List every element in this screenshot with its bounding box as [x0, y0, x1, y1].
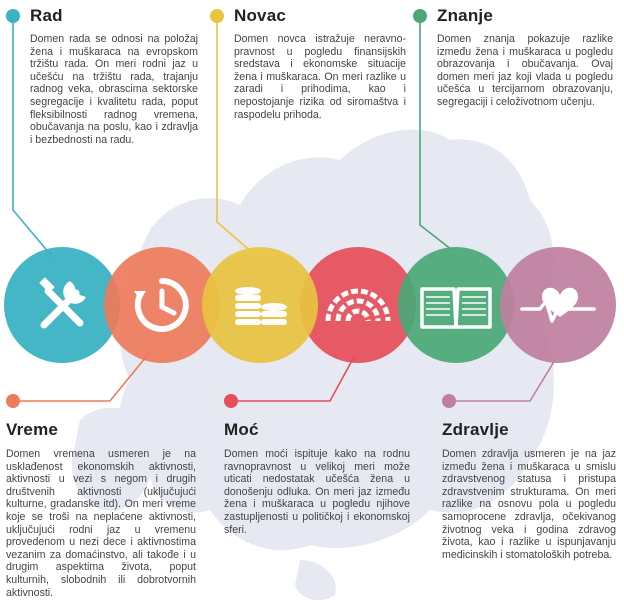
novac-circle — [202, 247, 318, 363]
vreme-dot — [6, 394, 20, 408]
clock-icon — [134, 278, 189, 332]
znanje-circle — [398, 247, 514, 363]
moc-title: Moć — [224, 420, 259, 439]
novac-title: Novac — [234, 6, 287, 25]
novac-dot — [210, 9, 224, 23]
moc-dot — [224, 394, 238, 408]
zdravlje-circle — [500, 247, 616, 363]
znanje-description: Domen znanja pokazuje razlike između žen… — [437, 33, 613, 108]
heart-pulse-icon — [520, 287, 596, 323]
vreme-description: Domen vremena usmeren je na usklađenost … — [6, 448, 196, 599]
moc-circle — [300, 247, 416, 363]
zdravlje-description: Domen zdravlja usmeren je na jaz između … — [442, 448, 616, 561]
book-icon — [420, 287, 492, 329]
rad-dot — [6, 9, 20, 23]
zdravlje-title: Zdravlje — [442, 420, 509, 439]
vreme-circle — [104, 247, 220, 363]
zdravlje-dot — [442, 394, 456, 408]
vreme-title: Vreme — [6, 420, 59, 439]
tools-icon — [39, 277, 86, 329]
rad-circle — [4, 247, 120, 363]
rad-description: Domen rada se odnosi na položaj žena i m… — [30, 33, 198, 146]
parliament-icon — [325, 288, 391, 322]
coins-icon — [235, 287, 287, 325]
znanje-title: Znanje — [437, 6, 493, 25]
rad-title: Rad — [30, 6, 63, 25]
moc-description: Domen moći ispituje kako na rodnu ravnop… — [224, 448, 410, 536]
znanje-dot — [413, 9, 427, 23]
novac-description: Domen novca istražuje neravno-pravnost u… — [234, 33, 406, 121]
